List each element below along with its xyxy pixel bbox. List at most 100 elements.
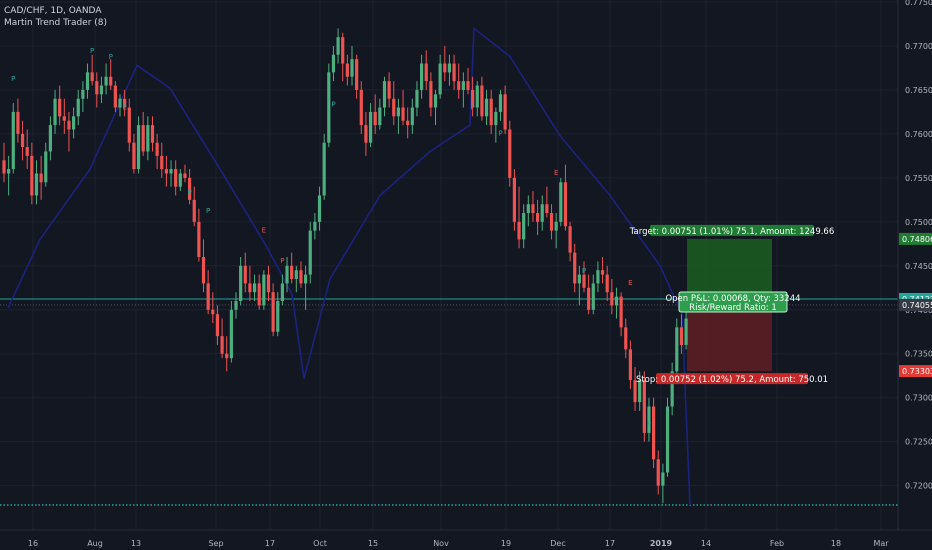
time-axis[interactable]: 16 Aug 13 Sep 17 Oct 15 Nov 19 Dec 17 2019 14 Feb 18 Ma… — [28, 539, 889, 548]
candle-body — [20, 133, 25, 148]
candle-body — [308, 230, 312, 275]
candle-body — [512, 177, 516, 222]
candle-body — [313, 221, 317, 231]
candle-body — [568, 226, 572, 253]
signal-marker: P — [206, 207, 210, 215]
open-pnl-label-text: Risk/Reward Ratio: 1 — [689, 303, 777, 313]
candle-body — [169, 169, 173, 174]
indicator-title[interactable]: Martin Trend Trader (8) — [4, 18, 107, 28]
candle-body — [665, 406, 670, 473]
stop-zone — [687, 304, 772, 372]
candle-body — [675, 327, 679, 372]
candle-body — [624, 327, 628, 350]
candle-body — [81, 89, 85, 99]
candle-body — [591, 283, 595, 310]
candle-body — [262, 274, 266, 306]
candle-body — [90, 72, 94, 82]
candle-body — [628, 349, 632, 381]
time-tick-label: Dec — [550, 539, 565, 548]
candles — [2, 28, 688, 504]
candle-body — [248, 283, 252, 293]
candle-body — [415, 89, 419, 108]
candle-body — [109, 76, 113, 86]
target-label-text: Target: 0.00751 (1.01%) 75.1, Amount: 12… — [629, 227, 835, 237]
candle-body — [433, 94, 438, 108]
candle-body — [85, 72, 90, 90]
price-tag-stop — [899, 365, 932, 378]
candle-body — [53, 98, 57, 126]
candle-body — [429, 81, 433, 108]
candle-body — [322, 142, 326, 196]
price-tag-target — [899, 232, 932, 245]
price-tag-label: 0.74806 — [902, 235, 932, 244]
symbol-title[interactable]: CAD/CHF, 1D, OANDA — [4, 6, 102, 16]
candle-body — [406, 120, 410, 126]
time-tick-label: Nov — [433, 539, 449, 548]
candle-body — [498, 94, 503, 112]
candle-body — [633, 380, 637, 403]
candle-body — [160, 155, 164, 170]
candle-body — [25, 147, 29, 156]
candle-body — [652, 406, 656, 460]
time-tick-label: 13 — [131, 539, 141, 548]
candle-body — [378, 107, 382, 126]
candle-body — [424, 63, 428, 82]
candle-body — [211, 309, 215, 315]
candle-body — [127, 107, 131, 143]
candle-body — [545, 204, 549, 214]
signal-marker: P — [11, 75, 15, 83]
candle-body — [341, 37, 345, 64]
candle-body — [549, 213, 554, 231]
candle-body — [355, 59, 359, 90]
time-tick-label: 2019 — [650, 539, 673, 548]
candle-body — [62, 116, 66, 121]
candle-body — [531, 204, 535, 214]
candle-body — [174, 169, 178, 187]
candle-body — [16, 111, 20, 134]
stop-label-box — [656, 373, 808, 385]
candle-body — [605, 274, 609, 293]
candle-body — [239, 265, 243, 301]
trend-line — [7, 26, 691, 506]
candle-body — [480, 85, 484, 117]
time-tick-label: 18 — [831, 539, 841, 548]
candle-body — [457, 81, 461, 90]
candle-body — [642, 380, 646, 433]
signal-marker: P — [582, 267, 586, 275]
open-pnl-label-text: Open P&L: 0.00068, Qty: 33244 — [665, 294, 800, 304]
candle-body — [368, 111, 373, 143]
candle-body — [299, 270, 303, 284]
candle-body — [331, 54, 336, 73]
signal-marker: E — [122, 103, 126, 111]
candle-body — [410, 107, 414, 126]
candle-body — [638, 380, 642, 403]
candle-body — [573, 252, 577, 284]
time-tick-label: 19 — [501, 539, 511, 548]
candle-body — [58, 98, 62, 117]
time-tick-label: 16 — [28, 539, 38, 548]
candle-body — [123, 98, 127, 108]
candle-body — [220, 336, 224, 354]
candle-body — [39, 173, 43, 183]
time-tick-label: 14 — [701, 539, 711, 548]
candle-body — [387, 81, 391, 99]
price-tag-label: 0.73303 — [902, 367, 932, 376]
candle-body — [661, 472, 665, 486]
candle-body — [7, 169, 11, 174]
candle-body — [508, 129, 512, 178]
candle-body — [234, 300, 238, 310]
candle-body — [484, 98, 489, 117]
candle-body — [188, 177, 192, 200]
signal-marker: P — [187, 189, 191, 197]
candle-body — [350, 59, 354, 77]
candle-body — [99, 85, 104, 95]
signal-markers: P P P E P P E P P P P E P E P — [11, 47, 651, 428]
signal-marker: P — [647, 420, 651, 428]
